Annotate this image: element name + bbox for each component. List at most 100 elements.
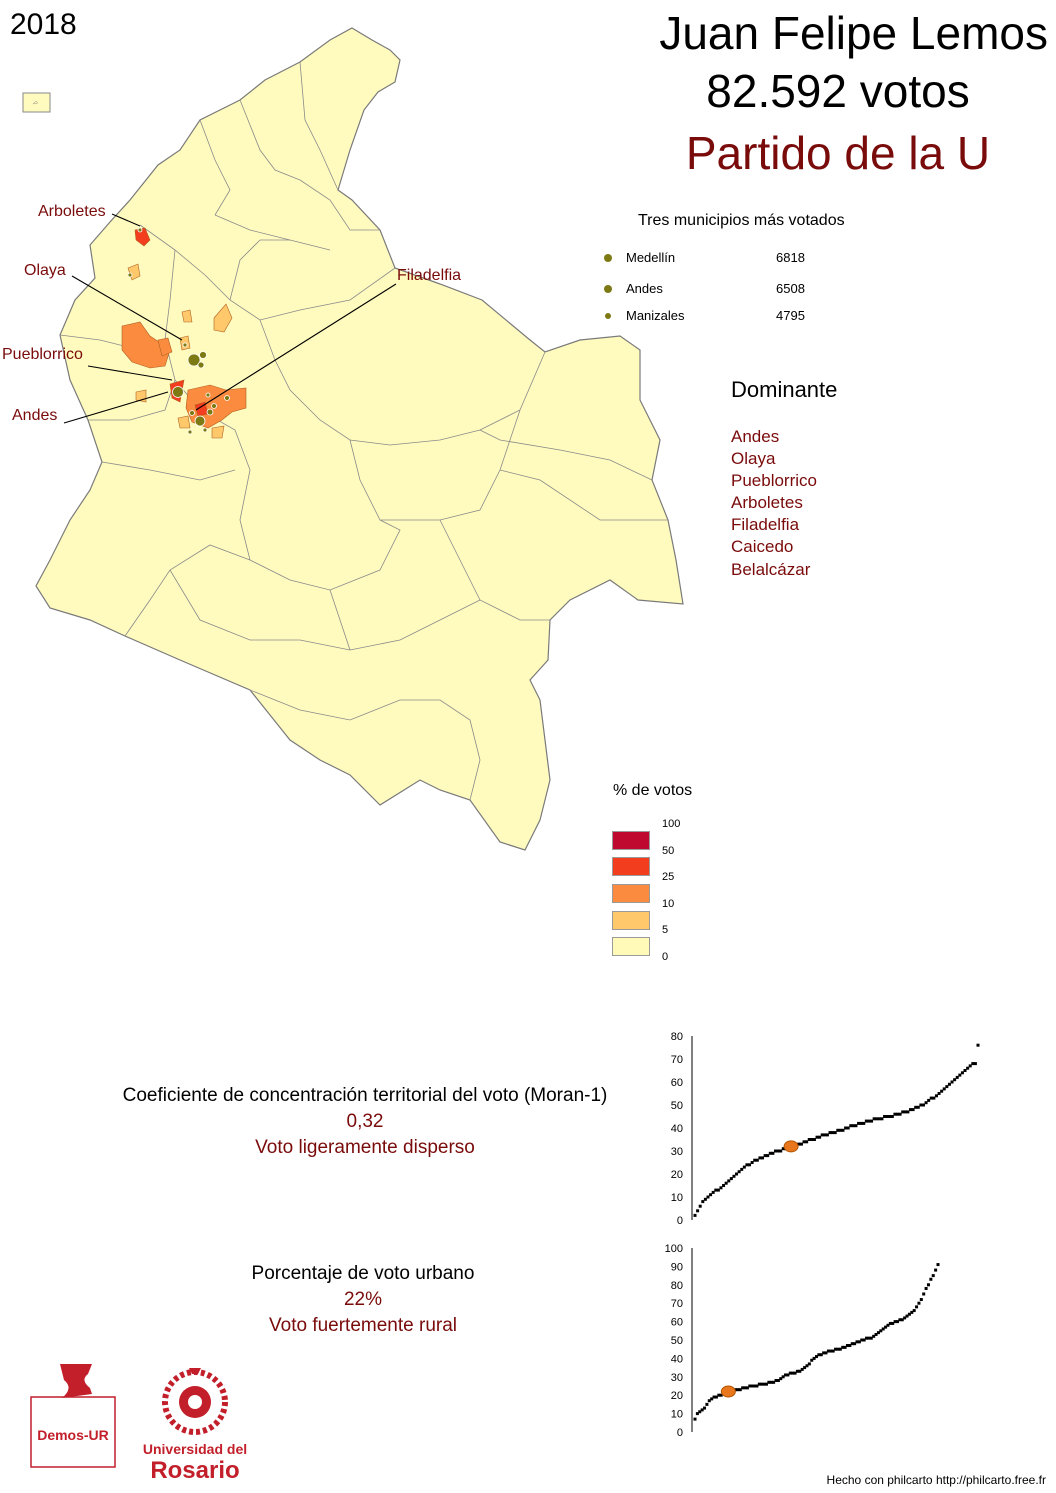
y-tick-label: 20 — [671, 1390, 683, 1402]
scatter-point — [781, 1147, 785, 1151]
scatter-point — [963, 1069, 967, 1072]
municipality-votes: 6818 — [776, 250, 805, 265]
scatter-point — [916, 1105, 920, 1109]
scatter-point — [893, 1320, 897, 1324]
scatter-point — [805, 1364, 809, 1368]
scatter-point — [968, 1064, 972, 1068]
demos-ur-logo: Demos-UR — [30, 1364, 116, 1468]
scatter-point — [910, 1310, 914, 1314]
y-tick-label: 0 — [677, 1215, 683, 1227]
scatter-point — [779, 1377, 783, 1381]
scatter-point — [883, 1115, 887, 1118]
scatter-point — [727, 1179, 731, 1183]
scatter-point — [953, 1078, 957, 1082]
scatter-point — [836, 1347, 840, 1351]
scatter-point — [906, 1110, 910, 1114]
scatter-point — [719, 1393, 723, 1397]
scatter-point — [753, 1384, 757, 1388]
top-municipality-row: Manizales 4795 — [604, 308, 805, 323]
dominant-item: Arboletes — [731, 493, 803, 512]
scatter-point — [716, 1188, 720, 1192]
scatter-point — [945, 1085, 949, 1089]
scatter-point — [820, 1133, 824, 1137]
scatter-point — [831, 1349, 835, 1353]
department-borders — [59, 61, 668, 801]
scatter-point — [810, 1358, 814, 1362]
scatter-point — [769, 1380, 773, 1384]
dominant-item: Andes — [731, 427, 780, 446]
urban-description: Voto fuertemente rural — [269, 1315, 457, 1336]
scatter-point — [845, 1344, 849, 1348]
scatter-point — [818, 1135, 822, 1139]
demos-ur-text: Demos-UR — [37, 1427, 109, 1443]
scatter-point — [867, 1336, 871, 1340]
scatter-point — [857, 1121, 861, 1125]
y-tick-label: 60 — [671, 1317, 683, 1329]
scatter-point — [891, 1321, 895, 1325]
urban-value: 22% — [343, 1289, 383, 1310]
map-label-olaya: Olaya — [24, 262, 66, 279]
scatter-point — [843, 1345, 847, 1349]
scatter-point — [958, 1073, 962, 1077]
scatter-point — [753, 1158, 757, 1162]
scatter-point — [919, 1103, 923, 1107]
map-label-filadelfia: Filadelfia — [397, 267, 462, 284]
scatter-point — [901, 1110, 905, 1114]
y-tick-label: 80 — [671, 1280, 683, 1292]
y-tick-label: 40 — [671, 1123, 683, 1135]
scatter-point — [758, 1156, 762, 1160]
scatter-point — [712, 1395, 716, 1399]
scatter-point — [755, 1158, 759, 1162]
scatter-point — [844, 1126, 848, 1130]
rosario-emblem-icon — [162, 1368, 228, 1435]
scatter-point — [800, 1367, 804, 1371]
scatter-point — [896, 1112, 900, 1116]
scatter-point — [748, 1163, 752, 1167]
scatter-point — [921, 1103, 925, 1107]
scatter-point — [885, 1115, 889, 1118]
scatter-point — [802, 1140, 806, 1144]
scatter-point — [766, 1154, 770, 1158]
scatter-point — [741, 1386, 745, 1390]
scatter-point — [764, 1382, 768, 1386]
scatter-point — [732, 1174, 736, 1178]
scatter-point — [833, 1131, 837, 1135]
municipality-name: Andes — [626, 281, 663, 296]
scatter-point — [700, 1408, 704, 1412]
candidate-name: Juan Felipe Lemos — [659, 7, 1048, 59]
scatter-point — [926, 1283, 930, 1287]
moran-value: 0,32 — [346, 1111, 384, 1132]
y-tick-label: 30 — [671, 1372, 683, 1384]
scatter-point — [886, 1323, 890, 1327]
dominant-item: Olaya — [731, 449, 776, 468]
scatter-point — [745, 1163, 749, 1167]
scatter-point — [903, 1110, 907, 1114]
scatter-point — [862, 1121, 866, 1125]
party-name: Partido de la U — [685, 127, 991, 179]
scatter-point — [929, 1096, 933, 1100]
scatter-point — [755, 1384, 759, 1388]
legend-break: 10 — [662, 898, 675, 910]
university-name-line1: Universidad del — [143, 1441, 247, 1457]
year-label: 2018 — [10, 8, 77, 41]
scatter-point — [767, 1380, 771, 1384]
scatter-point — [798, 1369, 802, 1373]
scatter-point — [900, 1318, 904, 1322]
map-label-arboletes: Arboletes — [38, 203, 106, 220]
scatter-point — [836, 1128, 840, 1132]
scatter-point — [884, 1325, 888, 1329]
scatter-point — [908, 1108, 912, 1112]
scatter-point — [838, 1347, 842, 1351]
scatter-point — [698, 1204, 702, 1208]
circle-symbol-icon — [604, 253, 612, 262]
scatter-point — [828, 1131, 832, 1135]
scatter-point — [867, 1119, 871, 1123]
top-municipality-row: Andes 6508 — [604, 281, 805, 296]
scatter-point — [960, 1071, 964, 1075]
y-tick-label: 40 — [671, 1353, 683, 1365]
legend-break: 100 — [662, 818, 681, 830]
scatter-point — [829, 1349, 833, 1353]
moran-title: Coeficiente de concentración territorial… — [122, 1085, 608, 1106]
scatter-point — [893, 1112, 897, 1116]
scatter-point — [940, 1089, 944, 1093]
